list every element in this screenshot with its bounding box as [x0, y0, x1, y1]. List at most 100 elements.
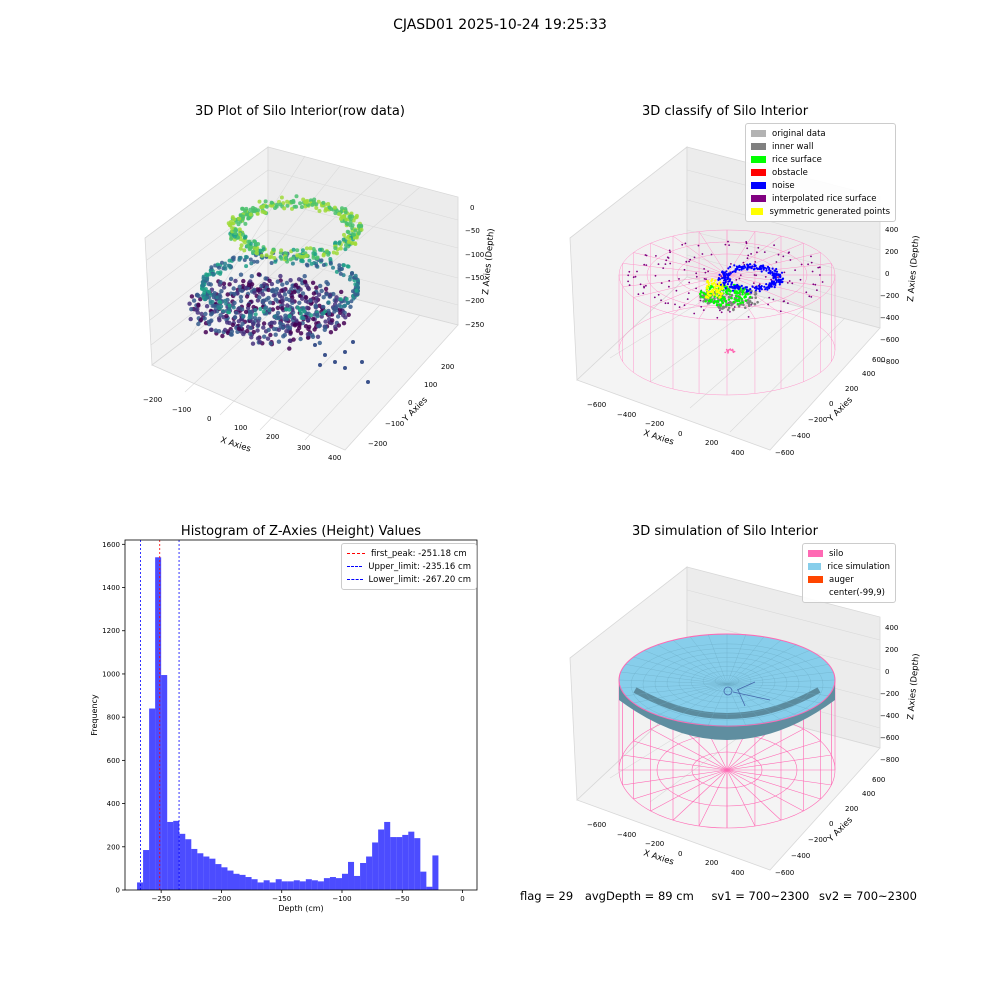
raw-point	[302, 274, 307, 279]
raw-point	[343, 247, 348, 252]
raw-point	[359, 227, 364, 232]
cls-point	[808, 295, 811, 298]
raw-point	[256, 272, 261, 277]
raw-point	[349, 299, 354, 304]
raw-point	[282, 332, 287, 338]
sim-xtick: 200	[705, 859, 718, 867]
raw-point	[259, 205, 264, 210]
cls-point	[720, 277, 724, 280]
cls-point	[744, 286, 747, 289]
raw-point	[271, 247, 276, 252]
cls-ztick: 0	[885, 270, 889, 278]
cls-point	[745, 290, 748, 293]
raw-point	[275, 279, 280, 284]
raw-point	[343, 366, 347, 370]
cls-point	[787, 252, 790, 254]
cls-point	[753, 302, 757, 306]
raw-point	[304, 253, 309, 258]
cls-point	[740, 266, 743, 270]
simulation-legend: silo rice simulation auger center(-99,9)	[802, 543, 896, 603]
cls-point	[737, 265, 740, 269]
histogram-bar	[233, 873, 240, 890]
legend-item: original data	[751, 127, 890, 140]
cls-point	[781, 278, 784, 281]
cls-point	[668, 285, 670, 288]
cls-point	[729, 272, 732, 275]
cls-point	[693, 256, 696, 259]
raw-point	[243, 309, 249, 315]
raw-point	[298, 336, 303, 342]
raw-point	[341, 313, 346, 318]
raw-point	[246, 239, 251, 244]
cls-zlabel: Z Axies (Depth)	[906, 235, 922, 302]
raw-point	[291, 247, 296, 252]
cls-point	[765, 286, 768, 289]
cls-point	[715, 294, 718, 297]
legend-swatch	[808, 589, 823, 596]
cls-point	[782, 300, 785, 303]
cls-point	[701, 296, 705, 299]
raw-point	[359, 224, 364, 229]
cls-xtick: 0	[678, 430, 682, 438]
raw-point	[292, 289, 297, 295]
raw-xtick: 0	[207, 415, 211, 423]
cls-point	[710, 253, 713, 256]
raw-point	[314, 285, 319, 290]
flag-text: flag = 29	[520, 889, 574, 903]
raw-point	[232, 217, 237, 222]
raw-point	[236, 326, 242, 331]
raw-point	[311, 255, 316, 260]
raw-point	[211, 272, 216, 277]
cls-point	[741, 293, 744, 296]
histogram-bar	[179, 833, 186, 890]
raw-xtick: −100	[172, 406, 191, 414]
cls-point	[704, 295, 708, 298]
raw-point	[224, 301, 229, 306]
simulation-3d-plot: −600 −400 −200 0 200 400 −600 −400 −200 …	[569, 566, 922, 877]
cls-point	[814, 283, 817, 286]
raw-point	[313, 252, 318, 257]
raw-point	[231, 305, 236, 310]
cls-point	[774, 275, 777, 278]
raw-point	[341, 321, 347, 326]
raw-point	[200, 280, 205, 285]
raw-point	[348, 217, 353, 221]
cls-point	[734, 269, 737, 272]
cls-point	[741, 291, 744, 294]
raw-point	[236, 319, 241, 324]
histogram-bar	[281, 881, 288, 890]
raw-point	[254, 251, 259, 256]
cls-point	[723, 297, 727, 301]
cls-point	[720, 275, 723, 277]
cls-point	[695, 275, 698, 278]
cls-point	[777, 273, 780, 276]
raw-point	[249, 261, 254, 266]
cls-point	[770, 285, 773, 288]
cls-ytick: 0	[829, 400, 833, 408]
raw-point	[314, 263, 319, 268]
cls-point	[773, 286, 776, 289]
cls-point	[769, 272, 772, 275]
cls-point	[810, 255, 812, 258]
cls-point	[729, 310, 731, 313]
raw-point	[246, 302, 251, 308]
raw-point	[299, 205, 304, 209]
raw-point	[284, 329, 289, 334]
cls-point	[645, 254, 648, 257]
raw-point	[305, 332, 311, 337]
cls-point	[724, 299, 728, 303]
histogram-bar	[173, 820, 180, 890]
raw-point	[252, 290, 257, 295]
histogram-bar	[390, 837, 397, 890]
legend-item: obstacle	[751, 166, 890, 179]
legend-item: Upper_limit: -235.16 cm	[347, 560, 471, 573]
cls-point	[746, 298, 750, 302]
cls-point	[685, 260, 688, 263]
raw-xtick: −200	[143, 396, 162, 404]
raw-point	[253, 312, 258, 317]
sim-ztick: −200	[880, 690, 899, 698]
cls-point	[718, 306, 721, 310]
raw-point	[274, 286, 280, 292]
cls-point	[746, 257, 749, 260]
raw-point	[224, 313, 229, 319]
